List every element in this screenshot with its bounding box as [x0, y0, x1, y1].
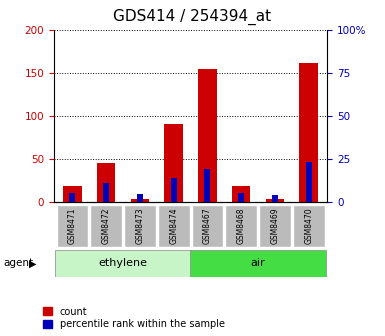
- Bar: [190, 250, 326, 277]
- Text: air: air: [251, 258, 265, 268]
- Bar: [97, 163, 115, 202]
- Bar: [158, 205, 189, 247]
- Text: GSM8468: GSM8468: [237, 208, 246, 244]
- Bar: [204, 169, 211, 202]
- Text: GSM8470: GSM8470: [304, 208, 313, 244]
- Bar: [103, 183, 109, 202]
- Text: GDS414 / 254394_at: GDS414 / 254394_at: [114, 8, 271, 25]
- Bar: [306, 162, 312, 202]
- Bar: [131, 199, 149, 202]
- Legend: count, percentile rank within the sample: count, percentile rank within the sample: [44, 306, 225, 330]
- Text: GSM8467: GSM8467: [203, 208, 212, 244]
- Text: GSM8474: GSM8474: [169, 208, 178, 244]
- Text: ▶: ▶: [29, 258, 36, 268]
- Bar: [164, 125, 183, 202]
- Bar: [69, 193, 75, 202]
- Bar: [272, 195, 278, 202]
- Bar: [198, 69, 217, 202]
- Bar: [225, 205, 257, 247]
- Bar: [171, 178, 177, 202]
- Bar: [238, 193, 244, 202]
- Bar: [259, 205, 291, 247]
- Text: GSM8472: GSM8472: [102, 208, 111, 244]
- Bar: [137, 194, 143, 202]
- Bar: [55, 250, 191, 277]
- Bar: [192, 205, 223, 247]
- Text: ethylene: ethylene: [99, 258, 147, 268]
- Bar: [124, 205, 156, 247]
- Text: GSM8469: GSM8469: [270, 208, 280, 244]
- Bar: [232, 186, 251, 202]
- Bar: [300, 63, 318, 202]
- Bar: [293, 205, 325, 247]
- Bar: [90, 205, 122, 247]
- Text: agent: agent: [4, 258, 34, 268]
- Text: GSM8473: GSM8473: [136, 208, 144, 244]
- Bar: [57, 205, 88, 247]
- Bar: [266, 199, 284, 202]
- Bar: [63, 186, 82, 202]
- Text: GSM8471: GSM8471: [68, 208, 77, 244]
